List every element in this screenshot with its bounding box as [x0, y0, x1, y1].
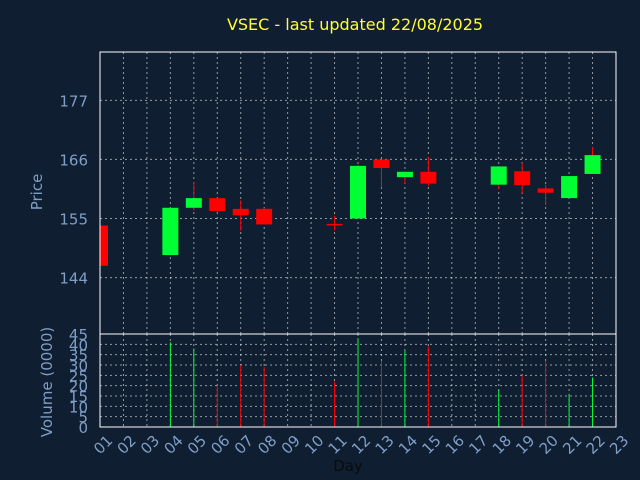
candle-body [537, 188, 554, 193]
volume-tick-label: 40 [69, 336, 88, 354]
candles [100, 147, 601, 266]
candle-body [232, 208, 249, 216]
day-tick-label: 08 [254, 432, 280, 458]
day-tick-label: 02 [114, 432, 140, 458]
day-tick-label: 21 [559, 432, 585, 458]
day-tick-label: 12 [348, 432, 374, 458]
day-tick-label: 18 [489, 432, 515, 458]
price-panel: 144 155 166 177 [59, 51, 617, 335]
price-tick-label: 144 [59, 270, 88, 288]
day-tick-label: 06 [207, 432, 233, 458]
volume-tick-label: 20 [69, 378, 88, 396]
day-tick-label: 22 [583, 432, 609, 458]
volume-tick-label: 0 [78, 419, 88, 437]
day-tick-label: 15 [418, 432, 444, 458]
volume-tick-label: 45 [69, 326, 88, 344]
candle-body [185, 198, 202, 208]
volume-frame [99, 333, 617, 428]
candle-body [420, 171, 437, 184]
day-tick-label: 01 [90, 432, 116, 458]
day-tick-label: 03 [137, 432, 163, 458]
volume-tick-label: 10 [69, 398, 88, 416]
chart-title: VSEC - last updated 22/08/2025 [227, 15, 483, 34]
day-axis-label: Day [333, 457, 363, 475]
day-tick-label: 16 [442, 432, 468, 458]
volume-tick-label: 15 [69, 388, 88, 406]
candle-body [162, 207, 179, 256]
day-tick-label: 04 [160, 432, 186, 458]
day-tick-label: 19 [512, 432, 538, 458]
day-tick-label: 17 [465, 432, 491, 458]
day-tick-label: 09 [278, 432, 304, 458]
candle-body [514, 171, 531, 186]
candle-body [396, 171, 413, 178]
day-tick-label: 11 [325, 432, 351, 458]
candle-body [326, 223, 343, 226]
day-tick-label: 14 [395, 432, 421, 458]
price-tick-label: 166 [59, 151, 88, 169]
volume-tick-label: 35 [69, 347, 88, 365]
candle-body [373, 159, 390, 169]
day-tick-label: 23 [606, 432, 632, 458]
day-tick-label: 05 [184, 432, 210, 458]
day-tick-label: 20 [536, 432, 562, 458]
candle-body [350, 165, 366, 219]
candle-body [561, 176, 578, 199]
price-tick-label: 155 [59, 211, 88, 229]
day-tick-label: 10 [301, 432, 327, 458]
volume-tick-label: 25 [69, 367, 88, 385]
day-tick-label: 13 [372, 432, 398, 458]
price-axis-label: Price [28, 174, 46, 211]
volume-tick-label: 5 [78, 409, 88, 427]
day-tick-labels: 0102030405060708091011121314151617181920… [90, 432, 632, 458]
candle-body [209, 198, 226, 211]
volume-tick-label: 30 [69, 357, 88, 375]
price-tick-label: 177 [59, 92, 88, 110]
day-tick-label: 07 [231, 432, 257, 458]
candle-body [584, 155, 601, 174]
candle-body [100, 225, 108, 266]
candle-body [256, 208, 273, 225]
volume-axis-label: Volume (0000) [38, 327, 56, 437]
candle-body [490, 166, 507, 185]
